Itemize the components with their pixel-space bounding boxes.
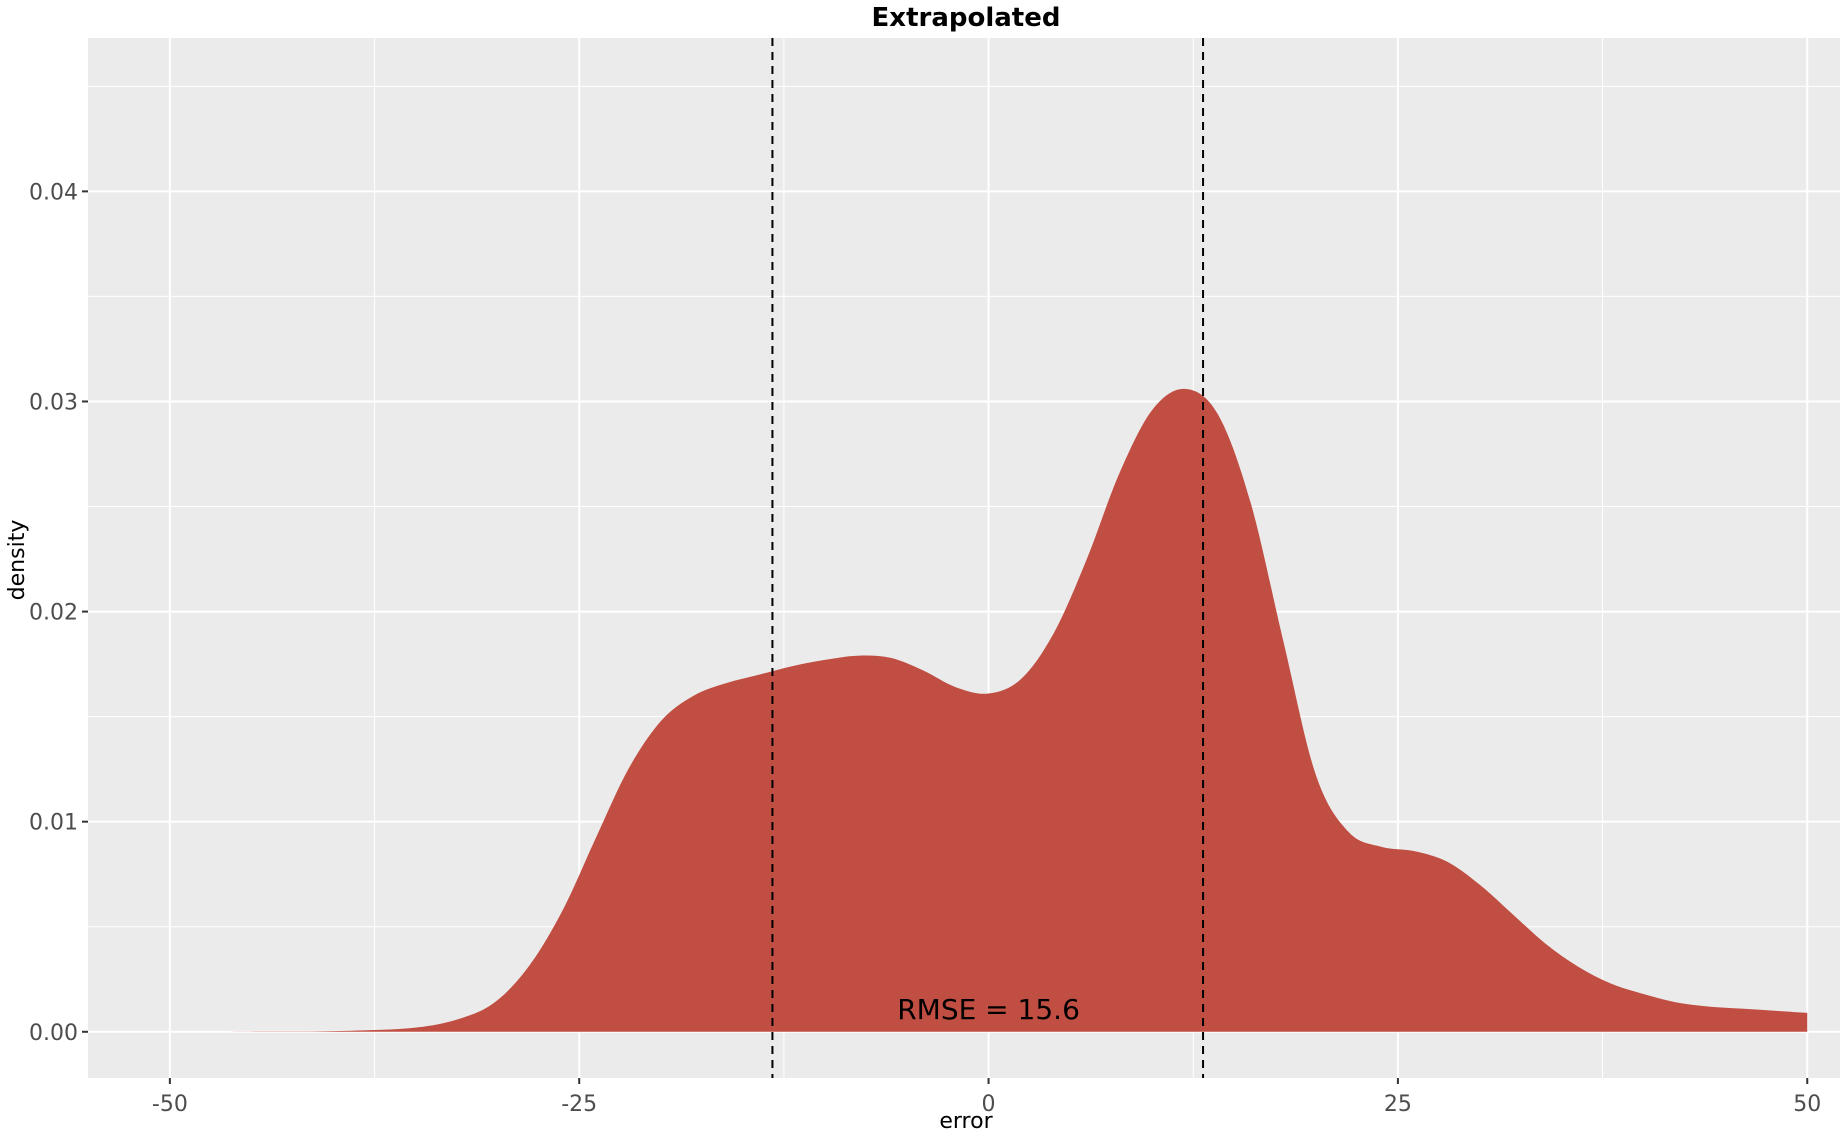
x-tick-label: -50 [152,1092,188,1117]
x-axis: -50 -25 0 25 50 [152,1078,1821,1117]
y-axis-title: density [5,520,30,601]
y-tick-label: 0.02 [29,601,78,626]
rmse-annotation: RMSE = 15.6 [897,993,1080,1026]
x-tick-label: 0 [982,1092,996,1117]
x-tick-label: 25 [1384,1092,1412,1117]
x-axis-title: error [939,1109,993,1134]
x-tick-label: -25 [561,1092,597,1117]
y-tick-label: 0.00 [29,1021,78,1046]
chart-title: Extrapolated [872,3,1061,33]
density-area [169,388,1808,1032]
y-tick-label: 0.01 [29,811,78,836]
y-axis: 0.00 0.01 0.02 0.03 0.04 [29,180,88,1046]
x-tick-label: 50 [1793,1092,1821,1117]
y-tick-label: 0.03 [29,390,78,415]
reference-lines [771,38,1205,1078]
y-tick-label: 0.04 [29,180,78,205]
